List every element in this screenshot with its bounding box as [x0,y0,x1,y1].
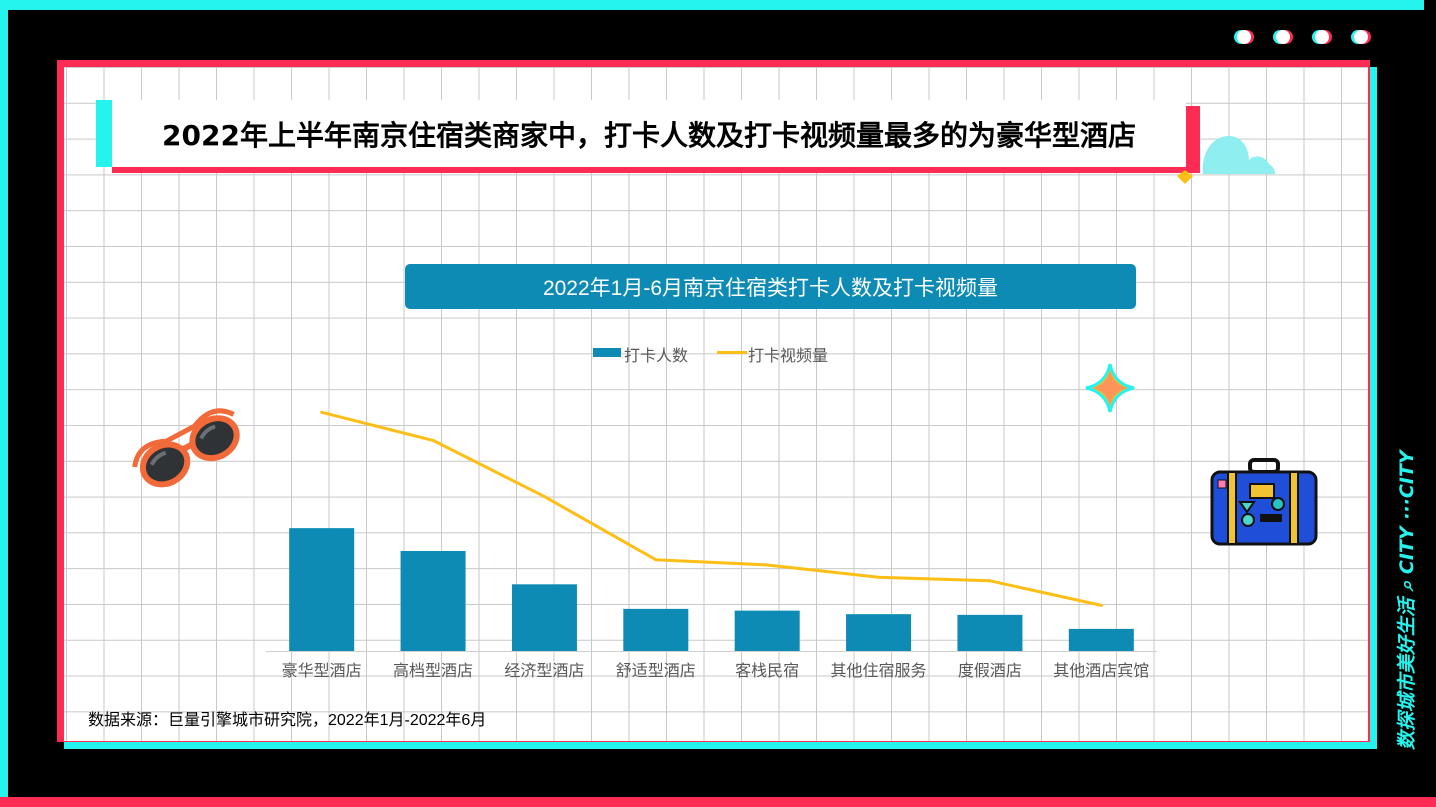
suitcase-icon [1210,458,1318,546]
window-dot-icon [1354,30,1368,44]
window-dot-icon [1315,30,1329,44]
point-videos-5 [877,575,881,579]
x-tick-label: 舒适型酒店 [616,662,696,680]
chart-title: 2022年1月-6月南京住宿类打卡人数及打卡视频量 [542,276,999,300]
bar-checkins-2 [511,584,577,651]
page-title: 2022年上半年南京住宿类商家中，打卡人数及打卡视频量最多的为豪华型酒店 [162,118,1136,152]
point-videos-7 [1099,603,1103,607]
bar-checkins-1 [400,550,466,651]
legend-swatch-bar [593,348,621,357]
chart-title-box: 2022年1月-6月南京住宿类打卡人数及打卡视频量 [405,264,1136,309]
line-videos [321,410,1102,607]
x-tick-label: 客栈民宿 [735,662,799,680]
headline-box: 2022年上半年南京住宿类商家中，打卡人数及打卡视频量最多的为豪华型酒店 [112,100,1186,167]
bar-checkins-4 [734,610,800,651]
cloud-icon [1177,136,1275,184]
grid-panel [64,67,1368,741]
side-caption: 数探城市美好生活 ⌕ CITY ···CITY [1396,448,1418,750]
x-tick-label: 豪华型酒店 [282,661,362,680]
point-videos-6 [988,579,992,583]
legend-label-videos: 打卡视频量 [748,348,829,365]
point-videos-1 [431,438,435,442]
window-dot-icon [1276,30,1290,44]
sparkle-icon [1085,363,1135,413]
legend-swatch-line [717,351,747,354]
point-videos-3 [654,558,658,562]
x-tick-label: 其他酒店宾馆 [1053,662,1149,680]
bar-checkins-6 [957,614,1023,651]
legend-label-checkins: 打卡人数 [624,348,689,365]
bar-checkins-5 [846,614,912,651]
bar-checkins-0 [289,528,355,651]
x-tick-label: 度假酒店 [958,662,1022,680]
side-caption-text: 数探城市美好生活 ⌕ CITY ···CITY [1396,448,1418,750]
point-videos-2 [542,495,546,499]
bar-checkins-3 [623,608,689,651]
sunglasses-icon [132,408,240,488]
frame-top-stripe [0,0,1424,10]
frame-bottom-stripe [0,797,1436,807]
bar-checkins-7 [1068,628,1134,651]
x-tick-label: 其他住宿服务 [831,662,927,680]
point-videos-4 [765,563,769,567]
source-note: 数据来源：巨量引擎城市研究院，2022年1月-2022年6月 [88,712,487,729]
x-tick-label: 高档型酒店 [393,662,473,680]
frame-left-stripe [0,0,8,807]
x-tick-label: 经济型酒店 [504,662,584,680]
point-videos-0 [320,410,324,414]
window-dot-icon [1237,30,1251,44]
